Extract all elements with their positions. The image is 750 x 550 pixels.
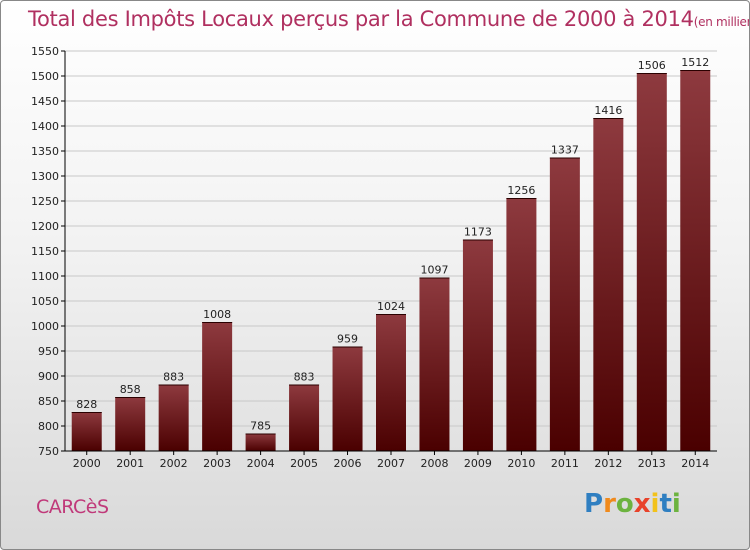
y-tick-label: 800 [38, 420, 59, 433]
bar [202, 322, 233, 451]
bar-value-label: 858 [120, 383, 141, 396]
x-tick-label: 2003 [203, 457, 231, 470]
x-tick-label: 2013 [638, 457, 666, 470]
x-tick-label: 2009 [464, 457, 492, 470]
bar [636, 73, 667, 451]
bar [71, 412, 102, 451]
y-tick-label: 1350 [31, 145, 59, 158]
y-tick-label: 900 [38, 370, 59, 383]
logo-letter: i [671, 489, 681, 519]
logo-letter: P [584, 489, 604, 519]
bar [506, 198, 537, 451]
y-tick-label: 1550 [31, 45, 59, 58]
chart-title-unit: (en milliers d'€) [693, 15, 749, 29]
y-tick-label: 1200 [31, 220, 59, 233]
y-tick-label: 850 [38, 395, 59, 408]
y-tick-label: 1300 [31, 170, 59, 183]
logo-letter: o [615, 489, 634, 519]
x-tick-label: 2010 [507, 457, 535, 470]
bar [549, 157, 580, 451]
bar-value-label: 1506 [638, 59, 666, 72]
bar-value-label: 1416 [594, 104, 622, 117]
y-tick-label: 1450 [31, 95, 59, 108]
bar-value-label: 883 [294, 371, 315, 384]
y-tick-label: 750 [38, 445, 59, 458]
bar [115, 397, 146, 451]
bar-value-label: 1256 [507, 184, 535, 197]
bar [419, 277, 450, 451]
axes: 750 800 850 900 950 1000 1050 1100 1150 1200 1250 1… [31, 45, 717, 470]
bar [245, 433, 276, 451]
bar [376, 314, 406, 451]
chart-title-text: Total des Impôts Locaux perçus par la Co… [28, 7, 694, 31]
x-tick-label: 2004 [247, 457, 275, 470]
bar-value-label: 1173 [464, 226, 492, 239]
x-tick-label: 2005 [290, 457, 318, 470]
logo-letter: i [650, 489, 660, 519]
bar-value-label: 1097 [420, 264, 448, 277]
proxiti-logo: Proxiti [584, 489, 681, 519]
y-tick-label: 950 [38, 345, 59, 358]
y-tick-label: 1400 [31, 120, 59, 133]
bar-value-label: 1337 [551, 144, 579, 157]
commune-name: CARCèS [36, 496, 109, 518]
bar-value-label: 1008 [203, 308, 231, 321]
y-tick-label: 1000 [31, 320, 59, 333]
x-tick-label: 2001 [116, 457, 144, 470]
y-tick-label: 1250 [31, 195, 59, 208]
x-tick-label: 2007 [377, 457, 405, 470]
bar-value-label: 1024 [377, 300, 405, 313]
bar-value-label: 785 [250, 420, 271, 433]
x-tick-label: 2000 [73, 457, 101, 470]
bar [680, 70, 711, 451]
chart-title: Total des Impôts Locaux perçus par la Co… [28, 7, 749, 31]
bars: 828 858 883 1008 785 883 959 1024 1097 1173 1256 13… [71, 56, 711, 451]
x-tick-label: 2006 [334, 457, 362, 470]
bar [462, 239, 493, 451]
y-tick-label: 1500 [31, 70, 59, 83]
y-tick-label: 1100 [31, 270, 59, 283]
bar-value-label: 959 [337, 333, 358, 346]
bar-value-label: 828 [76, 398, 97, 411]
x-tick-label: 2014 [681, 457, 709, 470]
x-tick-label: 2011 [551, 457, 579, 470]
x-tick-label: 2012 [594, 457, 622, 470]
logo-letter: r [603, 489, 616, 519]
y-tick-label: 1050 [31, 295, 59, 308]
bar [332, 346, 363, 451]
bar-value-label: 1512 [681, 56, 709, 69]
x-tick-label: 2002 [160, 457, 188, 470]
bar [289, 384, 320, 451]
y-tick-label: 1150 [31, 245, 59, 258]
bar [158, 384, 189, 451]
bar [593, 118, 624, 451]
logo-letter: t [659, 489, 672, 519]
bar-value-label: 883 [163, 371, 184, 384]
x-tick-label: 2008 [420, 457, 448, 470]
logo-letter: x [633, 489, 651, 519]
